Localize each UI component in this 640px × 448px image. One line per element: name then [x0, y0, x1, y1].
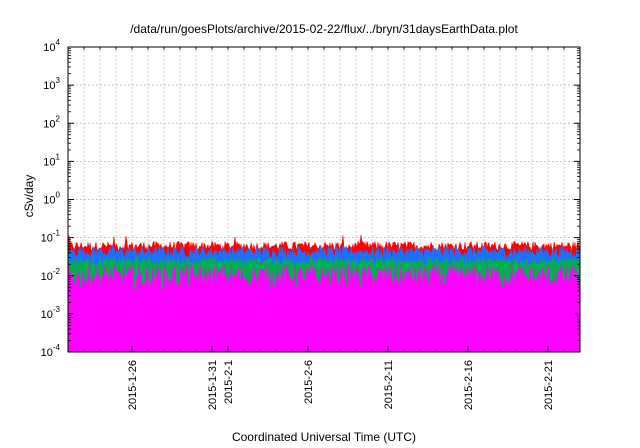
y-tick-label: 10-1 — [41, 229, 61, 245]
x-tick-label: 2015-2-21 — [543, 360, 555, 410]
dropout-marker — [306, 290, 310, 352]
x-tick-labels: 2015-1-26 2015-1-31 2015-2-1 2015-2-6 2015-2… — [127, 360, 555, 410]
y-tick-label: 102 — [43, 114, 60, 130]
series-layer — [67, 234, 581, 353]
y-tick-label: 10-3 — [41, 305, 61, 321]
grid — [68, 47, 580, 352]
dropout-marker — [530, 290, 534, 352]
x-tick-label: 2015-2-11 — [383, 360, 395, 409]
x-axis-label: Coordinated Universal Time (UTC) — [232, 430, 416, 444]
y-tick-label: 103 — [43, 76, 60, 92]
dropout-marker — [162, 290, 166, 352]
dropout-marker — [498, 290, 502, 352]
y-tick-labels: 10-4 10-3 10-2 10-1 100 101 102 103 104 — [41, 38, 61, 359]
x-tick-label: 2015-2-6 — [303, 360, 315, 404]
y-tick-label: 100 — [43, 191, 60, 207]
y-tick-label: 101 — [43, 152, 60, 168]
x-tick-label: 2015-2-1 — [223, 360, 235, 404]
x-tick-label: 2015-2-16 — [463, 360, 475, 410]
y-tick-label: 10-4 — [41, 343, 61, 359]
x-tick-label: 2015-1-26 — [127, 360, 139, 410]
y-axis-label: cSv/day — [22, 175, 36, 218]
axes — [67, 46, 581, 353]
x-tick-label: 2015-1-31 — [207, 360, 219, 410]
dropout-marker — [418, 290, 422, 352]
y-tick-label: 104 — [43, 38, 60, 54]
dropout-marker — [194, 290, 198, 352]
y-tick-label: 10-2 — [41, 267, 61, 283]
plot-frame — [67, 46, 581, 353]
chart-title: /data/run/goesPlots/archive/2015-02-22/f… — [130, 22, 518, 36]
